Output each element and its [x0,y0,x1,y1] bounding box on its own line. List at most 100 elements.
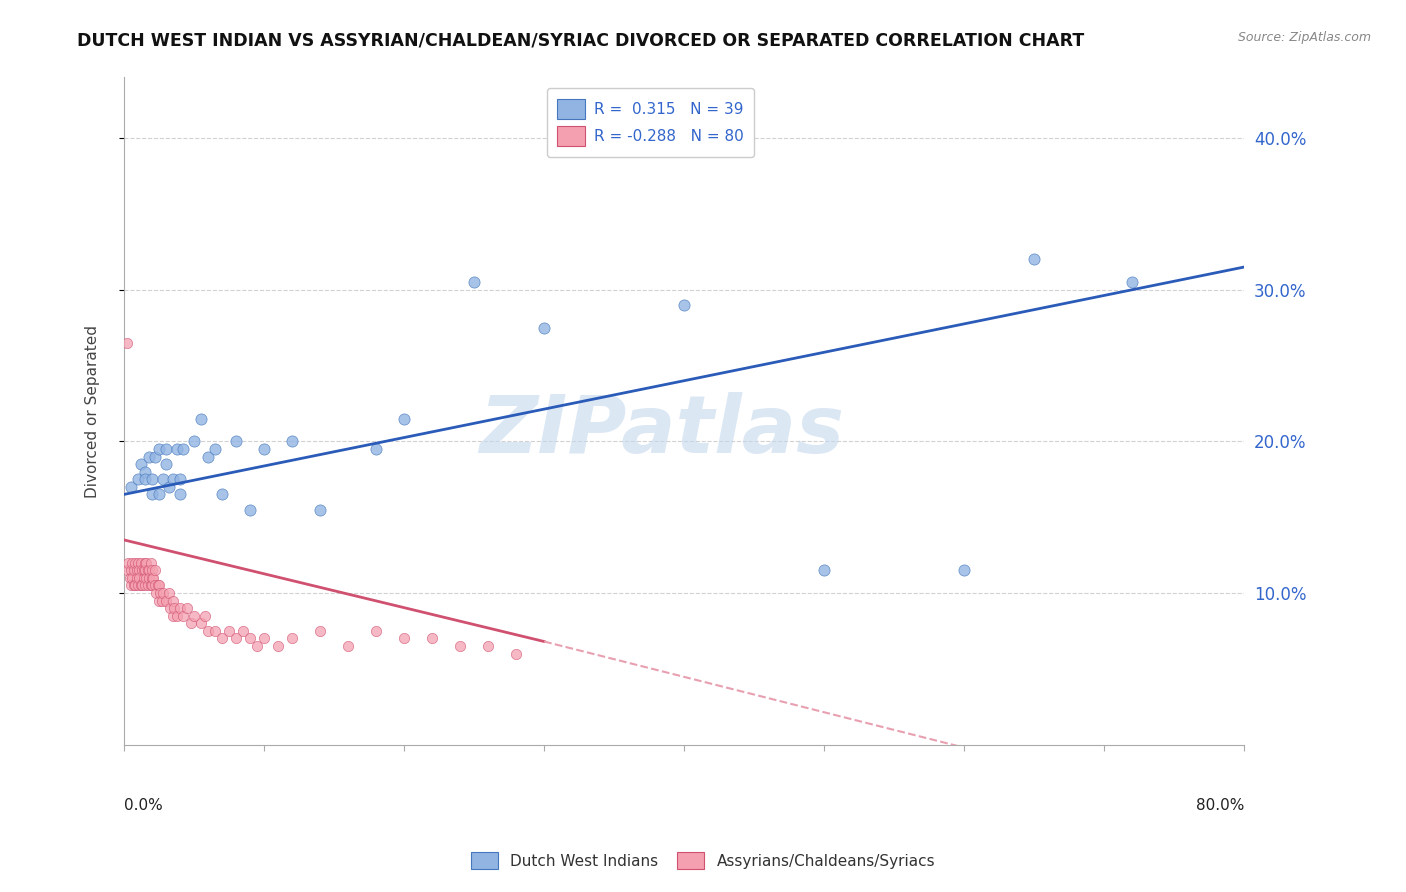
Point [180,616,202,631]
Point [131,563,153,577]
Point [392,632,415,646]
Point [953,563,976,577]
Point [166,608,188,623]
Point [122,563,145,577]
Point [204,442,226,456]
Point [152,472,174,486]
Point [139,578,162,592]
Point [204,624,226,638]
Point [124,556,146,570]
Point [141,563,163,577]
Point [148,578,170,592]
Point [125,563,148,577]
Point [157,586,180,600]
Point [533,320,555,334]
Point [211,632,233,646]
Point [127,472,149,486]
Point [132,571,155,585]
Text: Source: ZipAtlas.com: Source: ZipAtlas.com [1237,31,1371,45]
Point [143,578,166,592]
Point [138,450,160,464]
Point [129,556,152,570]
Point [190,411,212,425]
Point [138,563,160,577]
Legend: R =  0.315   N = 39, R = -0.288   N = 80: R = 0.315 N = 39, R = -0.288 N = 80 [547,88,755,157]
Point [505,647,527,661]
Point [253,632,276,646]
Point [129,578,152,592]
Text: DUTCH WEST INDIAN VS ASSYRIAN/CHALDEAN/SYRIAC DIVORCED OR SEPARATED CORRELATION : DUTCH WEST INDIAN VS ASSYRIAN/CHALDEAN/S… [77,31,1084,49]
Point [142,571,165,585]
Point [115,335,138,350]
Point [148,487,170,501]
Point [309,624,332,638]
Point [673,298,696,312]
Point [138,571,160,585]
Point [145,586,167,600]
Point [125,571,148,585]
Point [120,563,142,577]
Point [309,502,332,516]
Point [134,472,156,486]
Point [162,593,184,607]
Point [239,632,262,646]
Point [155,593,177,607]
Y-axis label: Divorced or Separated: Divorced or Separated [86,325,100,498]
Point [253,442,276,456]
Point [136,563,159,577]
Point [194,608,217,623]
Point [135,571,157,585]
Point [135,556,157,570]
Point [190,616,212,631]
Point [364,624,387,638]
Point [141,578,163,592]
Point [148,593,170,607]
Point [128,571,150,585]
Point [155,442,177,456]
Point [124,578,146,592]
Point [364,442,387,456]
Point [267,639,290,653]
Point [141,487,163,501]
Point [225,632,247,646]
Point [149,586,172,600]
Text: 80.0%: 80.0% [1197,798,1244,813]
Point [239,502,262,516]
Point [392,411,415,425]
Point [169,601,191,615]
Text: 0.0%: 0.0% [124,798,163,813]
Point [132,563,155,577]
Point [337,639,360,653]
Point [122,578,145,592]
Point [1024,252,1046,267]
Point [159,601,181,615]
Point [155,457,177,471]
Point [183,608,205,623]
Point [157,480,180,494]
Point [281,632,304,646]
Point [117,556,139,570]
Legend: Dutch West Indians, Assyrians/Chaldeans/Syriacs: Dutch West Indians, Assyrians/Chaldeans/… [464,846,942,875]
Text: ZIPatlas: ZIPatlas [479,392,844,470]
Point [120,578,142,592]
Point [148,442,170,456]
Point [127,578,149,592]
Point [136,578,159,592]
Point [134,563,156,577]
Point [143,563,166,577]
Point [246,639,269,653]
Point [143,450,166,464]
Point [131,578,153,592]
Point [197,624,219,638]
Point [463,275,485,289]
Point [118,571,141,585]
Point [477,639,499,653]
Point [281,434,304,449]
Point [127,556,149,570]
Point [141,571,163,585]
Point [141,472,163,486]
Point [420,632,443,646]
Point [169,472,191,486]
Point [183,434,205,449]
Point [120,480,142,494]
